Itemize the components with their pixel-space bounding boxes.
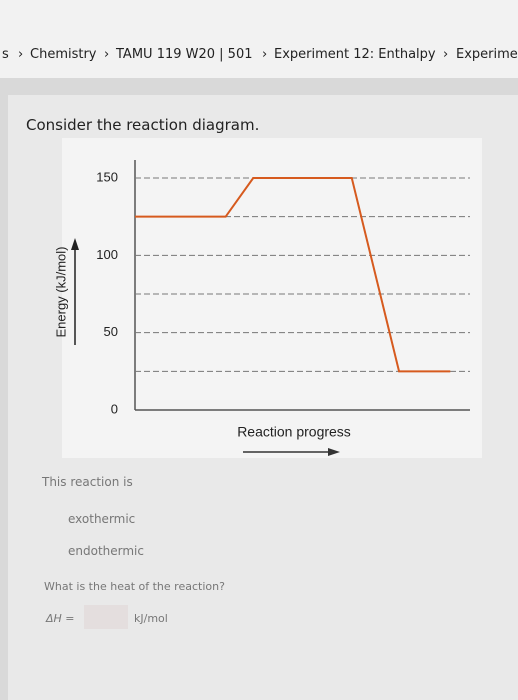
option[interactable]: exothermic [68,512,136,526]
y-tick-label: 150 [96,169,118,184]
y-arrowhead [71,238,79,250]
y-tick-label: 100 [96,247,118,262]
energy-line [135,177,451,373]
question-text: This reaction is [42,475,133,489]
input-unit: kJ/mol [134,612,168,625]
breadcrumb[interactable]: Experime [456,47,518,62]
breadcrumb[interactable]: s [2,47,9,62]
x-arrowhead [328,448,340,456]
y-tick-label: 50 [104,324,118,339]
input-label: ΔH = [46,612,75,625]
breadcrumb[interactable]: Chemistry [30,47,97,62]
breadcrumb[interactable]: TAMU 119 W20 | 501 [116,47,253,62]
question-text: What is the heat of the reaction? [44,580,225,593]
prompt: Consider the reaction diagram. [26,116,260,134]
separator: › [443,47,449,62]
chart-background [62,138,482,458]
option[interactable]: endothermic [68,544,144,558]
y-tick-label: 0 [111,401,118,416]
x-axis-title: Reaction progress [237,424,351,440]
separator: › [18,47,24,62]
separator: › [262,47,268,62]
y-axis-title: Energy (kJ/mol) [53,246,68,337]
breadcrumb-bar: s › Chemistry › TAMU 119 W20 | 501 › Exp… [0,0,518,78]
answer-input[interactable] [84,605,128,629]
breadcrumb[interactable]: Experiment 12: Enthalpy [274,47,436,62]
separator: › [104,47,110,62]
